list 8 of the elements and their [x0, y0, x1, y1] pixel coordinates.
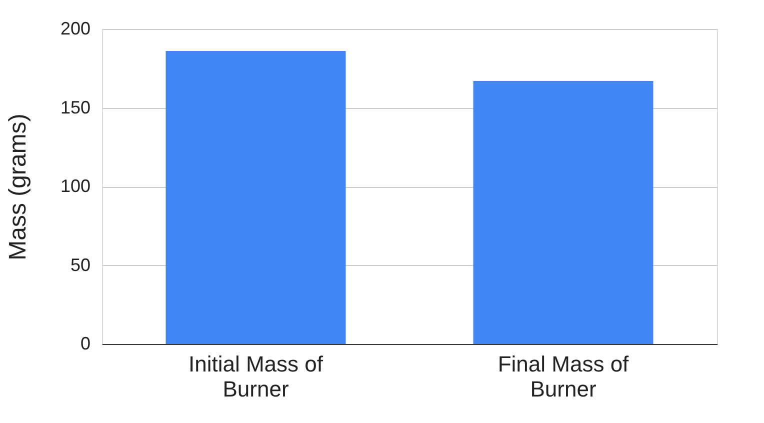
y-tick-label: 50 — [70, 254, 90, 275]
y-tick-label: 100 — [60, 176, 90, 196]
x-tick-label: Initial Mass of Burner — [188, 352, 324, 402]
y-axis-title: Mass (grams) — [4, 114, 32, 260]
y-tick-label: 0 — [80, 334, 90, 354]
y-tick-label: 200 — [60, 18, 90, 38]
y-tick-label: 150 — [60, 97, 90, 118]
x-tick-label: Final Mass of Burner — [498, 352, 630, 402]
